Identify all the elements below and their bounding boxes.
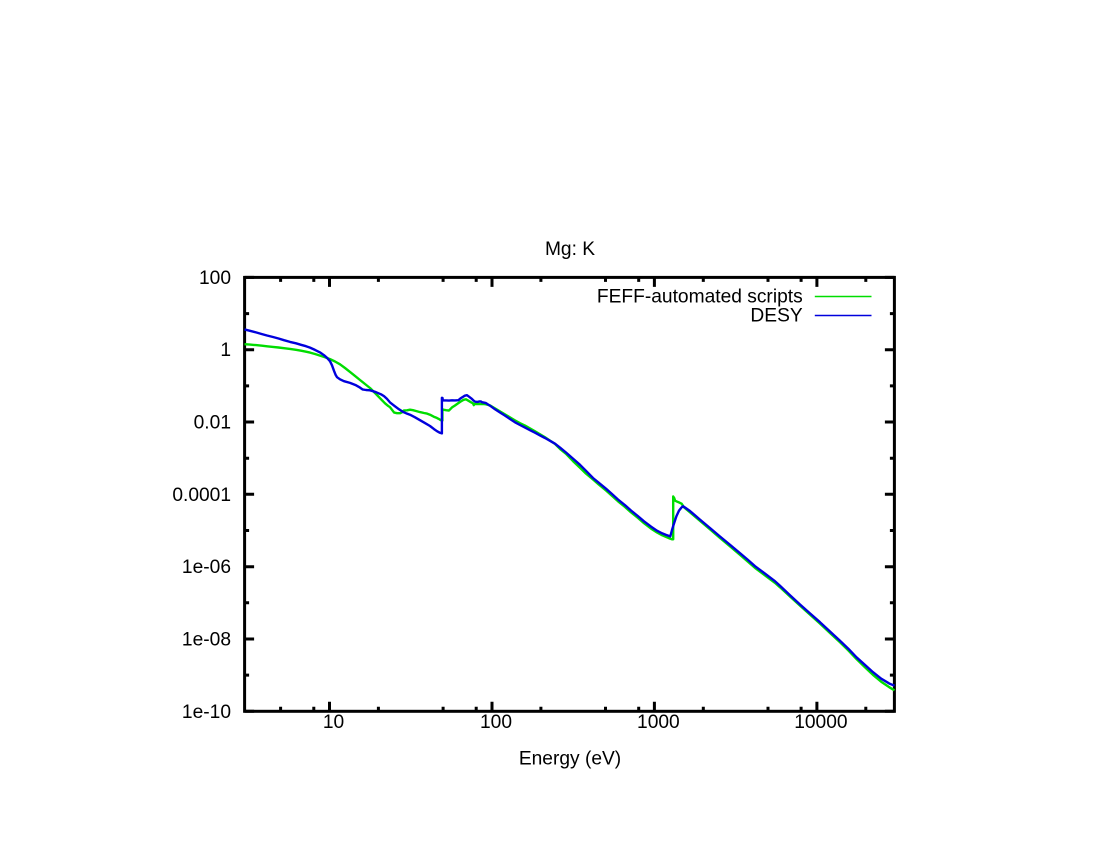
svg-text:FEFF-automated scripts: FEFF-automated scripts (597, 287, 803, 308)
svg-text:DESY: DESY (750, 306, 802, 327)
svg-text:100: 100 (199, 268, 231, 289)
svg-text:10000: 10000 (794, 712, 847, 733)
svg-text:1e-10: 1e-10 (182, 702, 231, 723)
svg-text:1: 1 (220, 340, 231, 361)
svg-text:1e-06: 1e-06 (182, 557, 231, 578)
svg-text:10: 10 (323, 712, 344, 733)
svg-text:0.0001: 0.0001 (172, 485, 231, 506)
svg-text:100: 100 (480, 712, 512, 733)
svg-text:Energy (eV): Energy (eV) (519, 749, 621, 770)
svg-text:Mg: K: Mg: K (545, 239, 595, 260)
svg-text:1000: 1000 (637, 712, 680, 733)
svg-text:1e-08: 1e-08 (182, 630, 231, 651)
svg-text:0.01: 0.01 (194, 413, 231, 434)
